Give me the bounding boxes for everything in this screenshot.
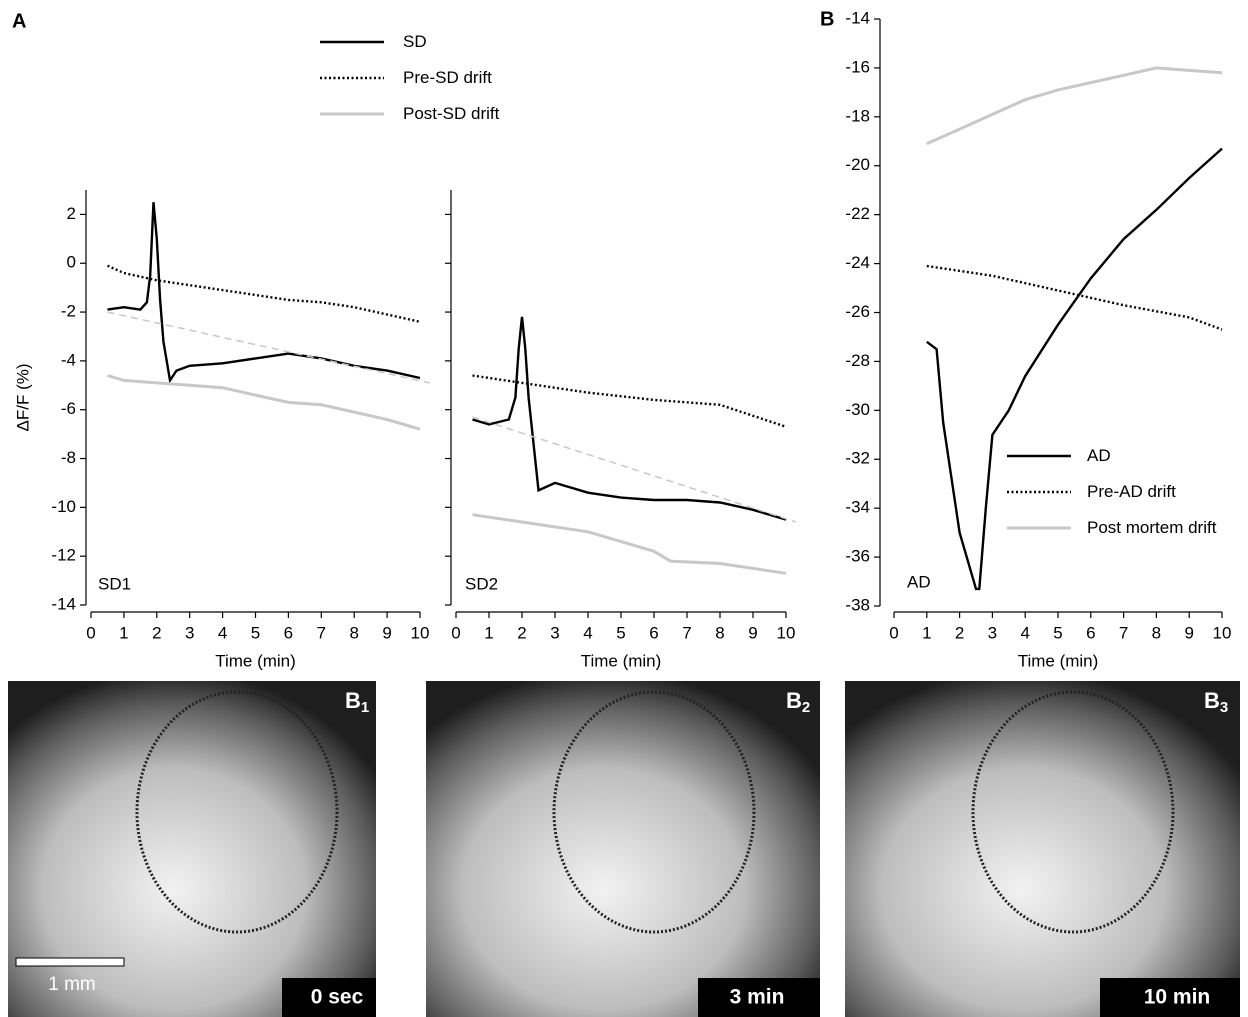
x-tick-label: 0 <box>451 623 460 642</box>
panel-label: A <box>12 10 26 32</box>
legend-label: Post mortem drift <box>1087 516 1217 540</box>
x-tick-label: 6 <box>284 623 293 642</box>
y-tick-label: -2 <box>61 302 76 321</box>
y-tick-label: -10 <box>51 497 76 516</box>
x-tick-label: 8 <box>715 623 724 642</box>
x-tick-label: 4 <box>218 623 227 642</box>
series-line <box>473 376 787 427</box>
image-panel: B2 3 min <box>426 681 820 1017</box>
annotation: SD1 <box>98 574 131 593</box>
x-tick-label: 0 <box>86 623 95 642</box>
series-line <box>108 266 421 322</box>
series-line <box>927 68 1222 144</box>
x-tick-label: 7 <box>682 623 691 642</box>
x-tick-label: 9 <box>382 623 391 642</box>
panel-label: B <box>820 8 834 30</box>
chart: A B B1 1 mm 0 sec B2 3 min B3 10 min -14… <box>0 0 1248 1017</box>
y-tick-label: 0 <box>67 253 76 272</box>
y-tick-label: -28 <box>845 351 870 370</box>
scale-label: 1 mm <box>48 974 96 995</box>
x-tick-label: 5 <box>616 623 625 642</box>
x-tick-label: 3 <box>550 623 559 642</box>
legend-label: AD <box>1087 444 1217 468</box>
y-tick-label: -14 <box>845 8 870 27</box>
x-tick-label: 8 <box>1152 623 1161 642</box>
x-tick-label: 9 <box>748 623 757 642</box>
y-tick-label: -16 <box>845 57 870 76</box>
x-tick-label: 2 <box>152 623 161 642</box>
x-tick-label: 1 <box>484 623 493 642</box>
legend-label: Pre-AD drift <box>1087 480 1217 504</box>
series-line <box>473 317 787 520</box>
x-tick-label: 6 <box>649 623 658 642</box>
x-tick-label: 6 <box>1086 623 1095 642</box>
x-axis-label: Time (min) <box>1018 651 1099 670</box>
x-tick-label: 3 <box>988 623 997 642</box>
legend-label: SD <box>403 30 603 54</box>
x-tick-label: 0 <box>889 623 898 642</box>
annotation: SD2 <box>465 574 498 593</box>
x-tick-label: 4 <box>583 623 592 642</box>
series-line <box>473 417 796 522</box>
legend-label: Pre-SD drift <box>403 66 603 90</box>
x-tick-label: 5 <box>251 623 260 642</box>
x-tick-label: 1 <box>922 623 931 642</box>
figure: A B B1 1 mm 0 sec B2 3 min B3 10 min -14… <box>0 0 1248 1017</box>
x-tick-label: 9 <box>1184 623 1193 642</box>
y-tick-label: -20 <box>845 155 870 174</box>
x-tick-label: 8 <box>349 623 358 642</box>
y-tick-label: -24 <box>845 253 870 272</box>
y-tick-label: -34 <box>845 498 870 517</box>
x-tick-label: 5 <box>1053 623 1062 642</box>
photo <box>8 681 376 1017</box>
y-tick-label: -38 <box>845 595 870 614</box>
y-tick-label: -4 <box>61 350 76 369</box>
caption: 3 min <box>730 986 785 1009</box>
series-line <box>108 202 421 380</box>
photo <box>426 681 820 1017</box>
x-axis-label: Time (min) <box>215 651 296 670</box>
x-tick-label: 10 <box>777 623 796 642</box>
y-tick-label: -22 <box>845 204 870 223</box>
y-tick-label: -14 <box>51 594 76 613</box>
y-tick-label: 2 <box>67 204 76 223</box>
legend-label: Post-SD drift <box>403 102 603 126</box>
y-tick-label: -12 <box>51 546 76 565</box>
y-tick-label: -6 <box>61 399 76 418</box>
x-tick-label: 7 <box>317 623 326 642</box>
series-line <box>473 515 787 574</box>
image-panel: B3 10 min <box>845 681 1240 1017</box>
scale-bar <box>16 958 124 966</box>
x-tick-label: 10 <box>411 623 430 642</box>
x-tick-label: 1 <box>119 623 128 642</box>
x-tick-label: 2 <box>955 623 964 642</box>
y-tick-label: -8 <box>61 448 76 467</box>
x-tick-label: 10 <box>1213 623 1232 642</box>
series-line <box>108 312 430 383</box>
series-line <box>108 376 421 430</box>
caption: 10 min <box>1144 986 1211 1009</box>
x-tick-label: 4 <box>1020 623 1029 642</box>
y-tick-label: -26 <box>845 302 870 321</box>
x-tick-label: 2 <box>517 623 526 642</box>
x-axis-label: Time (min) <box>581 651 662 670</box>
image-panel: B1 1 mm 0 sec <box>8 681 376 1017</box>
y-tick-label: -30 <box>845 400 870 419</box>
series-line <box>927 266 1222 330</box>
photo <box>845 681 1240 1017</box>
y-tick-label: -18 <box>845 106 870 125</box>
x-tick-label: 3 <box>185 623 194 642</box>
y-tick-label: -36 <box>845 547 870 566</box>
y-tick-label: -32 <box>845 449 870 468</box>
y-axis-label: ΔF/F (%) <box>13 363 32 431</box>
x-tick-label: 7 <box>1119 623 1128 642</box>
caption: 0 sec <box>311 986 364 1009</box>
annotation: AD <box>907 572 931 591</box>
